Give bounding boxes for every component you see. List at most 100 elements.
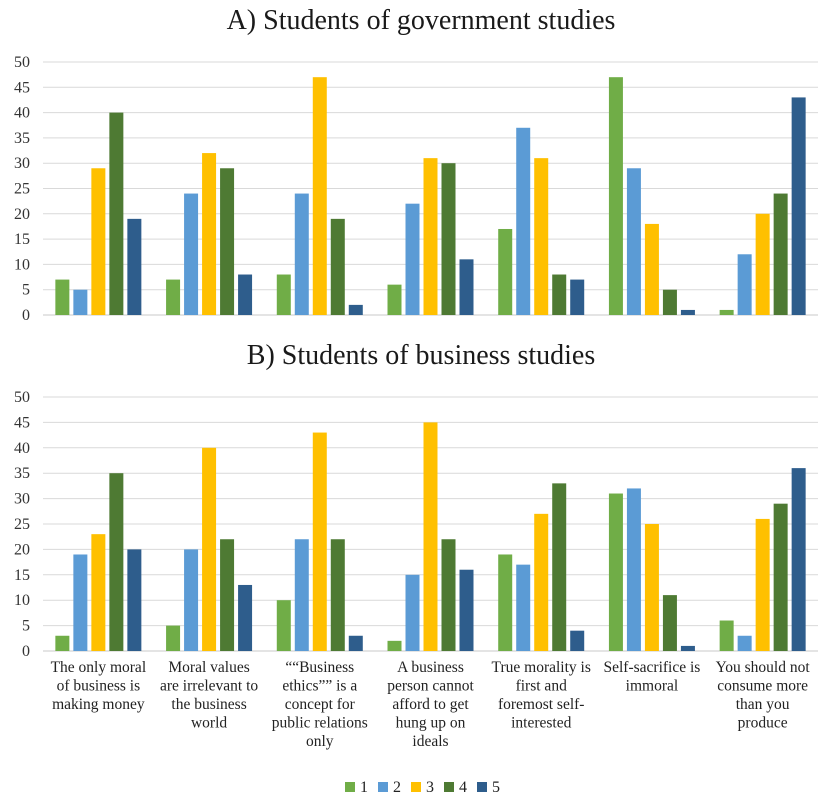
panel-a-y-tick-label: 5 <box>22 282 30 299</box>
panel-b-bar-series-2-cat-2 <box>184 549 199 651</box>
panel-a-bar-series-1-cat-1 <box>55 279 70 315</box>
panel-a-bar-series-2-cat-6 <box>626 168 641 315</box>
panel-a-bar-series-4-cat-6 <box>662 289 677 315</box>
legend-label-2: 2 <box>393 779 401 796</box>
panel-b-bar-series-3-cat-5 <box>534 513 549 651</box>
panel-a-bar-series-4-cat-1 <box>109 112 124 315</box>
panel-b-bar-series-1-cat-4 <box>387 640 402 651</box>
panel-b-bar-series-4-cat-7 <box>773 503 788 651</box>
panel-a-y-tick-label: 40 <box>14 105 30 122</box>
panel-b-bar-series-3-cat-1 <box>91 534 106 651</box>
panel-b-bar-series-4-cat-6 <box>662 595 677 651</box>
panel-a-bar-series-2-cat-2 <box>184 193 199 315</box>
panel-a-bar-series-1-cat-6 <box>608 77 623 316</box>
panel-a-y-tick-label: 25 <box>14 181 30 198</box>
panel-a-title: A) Students of government studies <box>227 5 616 36</box>
panel-a-bar-series-3-cat-2 <box>202 153 217 315</box>
panel-a-bar-series-3-cat-1 <box>91 168 106 315</box>
panel-a-bar-series-4-cat-4 <box>441 163 456 315</box>
panel-b-bar-series-4-cat-2 <box>220 539 235 651</box>
panel-a-bar-series-4-cat-5 <box>552 274 567 315</box>
panel-b-bar-series-2-cat-3 <box>294 539 309 651</box>
panel-a-bar-series-2-cat-1 <box>73 289 88 315</box>
legend-swatch-4 <box>444 782 454 792</box>
panel-b-y-tick-label: 30 <box>14 491 30 508</box>
legend: 1 2 3 4 5 <box>345 779 500 796</box>
panel-a-bar-series-1-cat-3 <box>276 274 291 315</box>
legend-label-3: 3 <box>426 779 434 796</box>
panel-a-bar-series-5-cat-2 <box>238 274 253 315</box>
panel-b-bar-series-5-cat-2 <box>238 584 253 651</box>
panel-b-y-tick-label: 0 <box>22 643 30 660</box>
panel-b-bar-series-2-cat-4 <box>405 574 420 651</box>
panel-b-y-tick-label: 10 <box>14 592 30 609</box>
panel-b-bar-series-5-cat-4 <box>459 569 474 651</box>
panel-a-y-tick-label: 10 <box>14 256 30 273</box>
panel-b-bar-series-5-cat-6 <box>680 645 695 651</box>
panel-b-title: B) Students of business studies <box>247 340 595 371</box>
panel-b-bar-series-4-cat-4 <box>441 539 456 651</box>
panel-b-bar-series-3-cat-4 <box>423 422 438 651</box>
panel-b-y-tick-label: 50 <box>14 389 30 406</box>
panel-a-bar-series-5-cat-7 <box>791 97 806 315</box>
panel-a-bar-series-5-cat-3 <box>348 304 363 315</box>
panel-b-bar-series-4-cat-5 <box>552 483 567 651</box>
panel-b-y-tick-label: 15 <box>14 567 30 584</box>
category-label: True morality is first and foremost self-i… <box>492 659 591 732</box>
legend-swatch-2 <box>378 782 388 792</box>
panel-a-bar-series-3-cat-3 <box>312 77 327 316</box>
panel-a-bar-series-4-cat-3 <box>330 218 345 315</box>
panel-b-bar-series-1-cat-5 <box>498 554 513 651</box>
panel-b-bar-series-2-cat-1 <box>73 554 88 651</box>
panel-b-y-tick-label: 5 <box>22 618 30 635</box>
panel-b-bar-series-1-cat-2 <box>166 625 181 651</box>
panel-b-y-tick-label: 35 <box>14 465 30 482</box>
panel-b-bar-series-1-cat-6 <box>608 493 623 651</box>
panel-a-y-tick-label: 30 <box>14 155 30 172</box>
panel-b-bar-series-3-cat-3 <box>312 432 327 651</box>
panel-a-bar-series-3-cat-6 <box>644 223 659 315</box>
panel-b-y-tick-label: 40 <box>14 440 30 457</box>
legend-swatch-1 <box>345 782 355 792</box>
panel-b-bar-series-5-cat-1 <box>127 549 142 651</box>
panel-a-bar-series-3-cat-4 <box>423 158 438 315</box>
category-label: You should not consume more than you produc… <box>716 659 811 732</box>
category-label: ““Business ethics”” is a concept for public… <box>272 659 368 750</box>
panel-b-bar-series-5-cat-5 <box>570 630 585 651</box>
panel-b-bar-series-5-cat-7 <box>791 468 806 651</box>
legend-label-4: 4 <box>459 779 467 796</box>
legend-label-5: 5 <box>492 779 500 796</box>
panel-a-bar-series-3-cat-5 <box>534 158 549 315</box>
panel-a-y-tick-label: 0 <box>22 307 30 324</box>
panel-a-bar-series-2-cat-5 <box>516 127 531 315</box>
panel-a-y-tick-label: 20 <box>14 206 30 223</box>
panel-a-bar-series-5-cat-6 <box>680 309 695 315</box>
panel-b-bar-series-3-cat-2 <box>202 447 217 651</box>
panel-b-y-tick-label: 45 <box>14 414 30 431</box>
panel-a-y-tick-label: 45 <box>14 79 30 96</box>
panel-b-y-tick-label: 20 <box>14 541 30 558</box>
panel-b-bar-series-1-cat-7 <box>719 620 734 651</box>
category-label: Self-sacrifice is immoral <box>604 659 701 695</box>
panel-a-bar-series-1-cat-4 <box>387 284 402 315</box>
panel-b-bar-series-3-cat-6 <box>644 524 659 651</box>
panel-a-y-tick-label: 50 <box>14 54 30 71</box>
panel-a-bar-series-5-cat-1 <box>127 218 142 315</box>
panel-a-bar-series-2-cat-7 <box>737 254 752 315</box>
panel-b-bar-series-1-cat-3 <box>276 600 291 651</box>
panel-a-bar-series-3-cat-7 <box>755 213 770 315</box>
panel-a-y-tick-label: 35 <box>14 130 30 147</box>
panel-a-bar-series-4-cat-2 <box>220 168 235 315</box>
panel-b-chart: 0 5 10 15 20 25 30 35 40 45 50 <box>14 389 818 660</box>
panel-a-bar-series-2-cat-3 <box>294 193 309 315</box>
panel-b-y-tick-label: 25 <box>14 516 30 533</box>
panel-b-bar-series-3-cat-7 <box>755 518 770 651</box>
panel-a-bar-series-5-cat-4 <box>459 259 474 315</box>
panel-a-bar-series-1-cat-5 <box>498 228 513 315</box>
panel-a-bar-series-2-cat-4 <box>405 203 420 315</box>
legend-swatch-3 <box>411 782 421 792</box>
panel-b-bar-series-5-cat-3 <box>348 635 363 651</box>
panel-b-bar-series-2-cat-6 <box>626 488 641 651</box>
legend-label-1: 1 <box>360 779 368 796</box>
